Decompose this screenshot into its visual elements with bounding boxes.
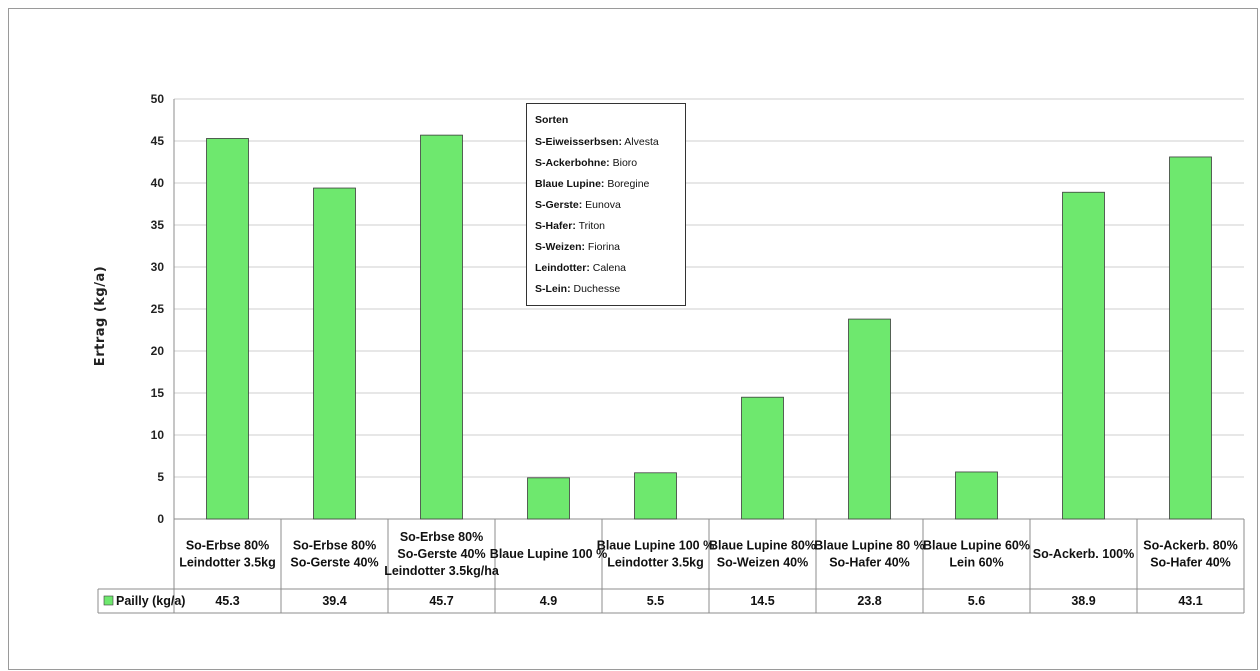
category-label: So-Ackerb. 80% So-Hafer 40% <box>1143 539 1237 570</box>
annotation-row: S-Ackerbohne: Bioro <box>535 153 685 174</box>
data-value: 5.5 <box>647 594 664 608</box>
category-label: Blaue Lupine 80 % So-Hafer 40% <box>814 539 924 570</box>
annotation-key: S-Weizen: <box>535 241 585 253</box>
varieties-annotation: Sorten S-Eiweisserbsen: Alvesta S-Ackerb… <box>526 103 686 306</box>
bar <box>741 396 784 520</box>
annotation-key: S-Gerste: <box>535 199 583 211</box>
data-value: 39.4 <box>322 594 346 608</box>
category-label-line: Leindotter 3.5kg/ha <box>384 564 500 578</box>
category-label-line: So-Hafer 40% <box>1150 556 1231 570</box>
y-tick-label: 30 <box>151 260 165 274</box>
bar <box>1169 156 1212 520</box>
annotation-title: Sorten <box>535 114 569 126</box>
category-label-line: Blaue Lupine 100 % <box>597 539 714 553</box>
y-tick-labels: 0 5 10 15 20 25 30 35 40 45 50 <box>151 92 165 526</box>
category-label-line: So-Hafer 40% <box>829 556 910 570</box>
bars <box>206 134 1212 520</box>
category-label-line: Leindotter 3.5kg <box>607 556 704 570</box>
bar <box>206 138 249 520</box>
category-label: Blaue Lupine 80% So-Weizen 40% <box>709 539 816 570</box>
y-tick-label: 10 <box>151 428 165 442</box>
annotation-value: Duchesse <box>570 283 621 295</box>
data-value: 45.7 <box>429 594 453 608</box>
data-value: 4.9 <box>540 594 557 608</box>
annotation-row: S-Weizen: Fiorina <box>535 237 685 258</box>
annotation-value: Calena <box>589 262 627 274</box>
annotation-key: S-Hafer: <box>535 220 576 232</box>
category-label: Blaue Lupine 60% Lein 60% <box>923 539 1030 570</box>
y-tick-label: 45 <box>151 134 165 148</box>
annotation-value: Eunova <box>582 199 621 211</box>
bar <box>634 472 677 520</box>
annotation-row: S-Gerste: Eunova <box>535 195 685 216</box>
annotation-row: S-Lein: Duchesse <box>535 279 685 300</box>
category-label-line: Blaue Lupine 80 % <box>814 539 924 553</box>
data-value: 45.3 <box>215 594 239 608</box>
annotation-key: S-Lein: <box>535 283 571 295</box>
annotation-row: Leindotter: Calena <box>535 258 685 279</box>
y-tick-label: 40 <box>151 176 165 190</box>
y-tick-label: 35 <box>151 218 165 232</box>
bar <box>420 134 463 520</box>
y-tick-label: 20 <box>151 344 165 358</box>
annotation-key: Blaue Lupine: <box>535 178 605 190</box>
legend-label: Pailly (kg/a) <box>116 594 185 608</box>
data-value: 23.8 <box>857 594 881 608</box>
category-label-line: Blaue Lupine 100 % <box>490 547 607 561</box>
category-label-line: Lein 60% <box>949 556 1003 570</box>
category-label-line: So-Gerste 40% <box>290 556 378 570</box>
annotation-key: S-Ackerbohne: <box>535 157 610 169</box>
annotation-key: S-Eiweisserbsen: <box>535 136 622 148</box>
category-label: So-Erbse 80% So-Gerste 40% Leindotter 3.5k… <box>384 530 500 578</box>
annotation-value: Boregine <box>604 178 650 190</box>
category-label-line: So-Erbse 80% <box>186 539 269 553</box>
category-label-line: So-Erbse 80% <box>400 530 483 544</box>
y-tick-label: 15 <box>151 386 165 400</box>
y-axis-label: Ertrag (kg/a) <box>93 266 108 366</box>
y-tick-label: 50 <box>151 92 165 106</box>
bar <box>527 477 570 520</box>
category-label-line: Blaue Lupine 60% <box>923 539 1030 553</box>
legend-swatch <box>103 595 114 606</box>
category-label: Blaue Lupine 100 % Leindotter 3.5kg <box>597 539 714 570</box>
category-label: So-Erbse 80% So-Gerste 40% <box>290 539 378 570</box>
category-label-line: So-Erbse 80% <box>293 539 376 553</box>
annotation-key: Leindotter: <box>535 262 590 274</box>
annotation-row: S-Eiweisserbsen: Alvesta <box>535 132 685 153</box>
category-label-line: Blaue Lupine 80% <box>709 539 816 553</box>
category-label: So-Ackerb. 100% <box>1033 547 1134 561</box>
annotation-value: Bioro <box>609 157 638 169</box>
category-label-line: So-Ackerb. 100% <box>1033 547 1134 561</box>
bar <box>955 471 998 520</box>
bar <box>1062 191 1105 520</box>
category-label: Blaue Lupine 100 % <box>490 547 607 561</box>
category-label: So-Erbse 80% Leindotter 3.5kg <box>179 539 276 570</box>
data-value: 14.5 <box>750 594 774 608</box>
category-label-line: So-Gerste 40% <box>397 547 485 561</box>
data-value: 43.1 <box>1178 594 1202 608</box>
y-tick-label: 0 <box>157 512 164 526</box>
annotation-value: Triton <box>575 220 606 232</box>
category-label-line: Leindotter 3.5kg <box>179 556 276 570</box>
category-label-line: So-Weizen 40% <box>717 556 808 570</box>
category-label-line: So-Ackerb. 80% <box>1143 539 1237 553</box>
data-value: 38.9 <box>1071 594 1095 608</box>
annotation-value: Alvesta <box>621 136 659 148</box>
annotation-row: Blaue Lupine: Boregine <box>535 174 685 195</box>
y-tick-label: 25 <box>151 302 165 316</box>
annotation-row: S-Hafer: Triton <box>535 216 685 237</box>
bar <box>313 187 356 520</box>
bar <box>848 318 891 520</box>
annotation-value: Fiorina <box>584 241 620 253</box>
y-tick-label: 5 <box>157 470 164 484</box>
data-value: 5.6 <box>968 594 985 608</box>
